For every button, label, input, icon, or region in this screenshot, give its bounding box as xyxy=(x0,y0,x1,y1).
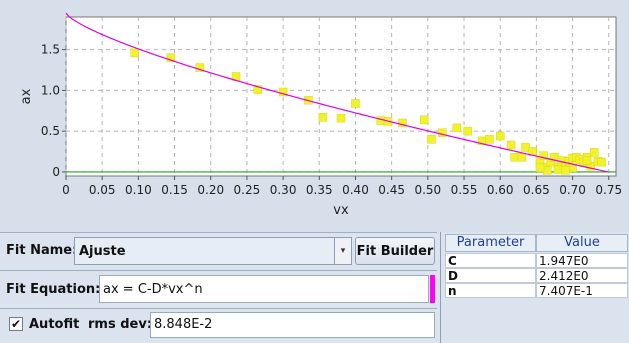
x-tick-label: 0.60 xyxy=(487,183,514,197)
scatter-chart[interactable]: 0 0.05 0.10 0.15 0.20 0.25 0.30 0.35 0.40 0.45 0.5… xyxy=(0,0,629,232)
data-point[interactable] xyxy=(427,135,436,144)
chevron-down-icon[interactable]: ▾ xyxy=(334,238,351,264)
parameter-column-header[interactable]: Parameter xyxy=(445,234,536,252)
y-tick-label: 1.0 xyxy=(41,83,60,97)
x-tick-label: 0.30 xyxy=(270,183,297,197)
fit-name-dropdown[interactable]: Ajuste ▾ xyxy=(74,237,352,265)
fit-name-value: Ajuste xyxy=(79,244,126,259)
data-point[interactable] xyxy=(543,166,552,175)
x-tick-label: 0.70 xyxy=(559,183,586,197)
rms-dev-field: 8.848E-2 xyxy=(150,312,435,338)
x-tick-label: 0.10 xyxy=(125,183,152,197)
param-name-cell[interactable]: n xyxy=(445,283,536,298)
param-value-cell[interactable]: 2.412E0 xyxy=(536,268,628,283)
x-tick-label: 0.75 xyxy=(595,183,622,197)
data-point[interactable] xyxy=(318,113,328,122)
x-tick-label: 0.40 xyxy=(342,183,369,197)
data-point[interactable] xyxy=(130,48,139,58)
autofit-checkbox[interactable]: ✔ xyxy=(9,317,23,331)
fit-panel: Fit Name: Ajuste ▾ Fit Builder Fit Equat… xyxy=(0,232,629,343)
y-tick-label: 0 xyxy=(52,165,60,179)
x-tick-label: 0 xyxy=(62,183,70,197)
data-point[interactable] xyxy=(561,166,570,175)
x-tick-label: 0.15 xyxy=(161,183,188,197)
x-tick-label: 0.35 xyxy=(306,183,333,197)
data-point[interactable] xyxy=(336,113,346,123)
param-value-cell[interactable]: 7.407E-1 xyxy=(536,283,628,298)
data-point[interactable] xyxy=(419,115,429,124)
x-tick-label: 0.20 xyxy=(197,183,224,197)
data-point[interactable] xyxy=(510,152,519,162)
fit-equation-value: ax = C-D*vx^n xyxy=(103,282,203,297)
y-axis-title: ax xyxy=(19,88,34,104)
data-point[interactable] xyxy=(535,163,545,173)
x-tick-label: 0.25 xyxy=(234,183,261,197)
x-tick-label: 0.05 xyxy=(89,183,116,197)
data-point[interactable] xyxy=(452,123,462,133)
data-point[interactable] xyxy=(521,143,530,152)
data-point[interactable] xyxy=(539,151,548,160)
autofit-row: ✔ Autofit rms dev: 8.848E-2 xyxy=(0,308,437,343)
param-name-cell[interactable]: D xyxy=(445,268,536,283)
plot-area[interactable]: 0 0.05 0.10 0.15 0.20 0.25 0.30 0.35 0.40 0.45 0.5… xyxy=(0,0,629,232)
data-point[interactable] xyxy=(463,126,472,136)
data-point[interactable] xyxy=(590,148,599,157)
data-point[interactable] xyxy=(597,157,606,167)
fit-equation-label: Fit Equation: xyxy=(6,282,101,297)
data-point[interactable] xyxy=(485,135,494,144)
fit-equation-field[interactable]: ax = C-D*vx^n xyxy=(99,275,429,303)
value-column-header[interactable]: Value xyxy=(536,234,628,252)
data-point[interactable] xyxy=(553,165,563,174)
data-point[interactable] xyxy=(495,131,505,141)
data-point[interactable] xyxy=(278,87,288,97)
y-tick-label: 0.5 xyxy=(41,124,60,138)
autofit-label: Autofit xyxy=(29,317,80,332)
x-tick-label: 0.55 xyxy=(451,183,478,197)
y-tick-label: 1.5 xyxy=(41,43,60,57)
data-point[interactable] xyxy=(166,53,176,63)
fit-name-label: Fit Name: xyxy=(6,243,78,258)
data-point[interactable] xyxy=(398,118,407,128)
param-name-cell[interactable]: C xyxy=(445,253,536,268)
x-axis-title: vx xyxy=(333,203,349,218)
x-tick-label: 0.65 xyxy=(523,183,550,197)
fit-equation-row: Fit Equation: ax = C-D*vx^n xyxy=(0,270,437,308)
fit-curve xyxy=(65,12,609,173)
data-point[interactable] xyxy=(351,99,360,108)
rms-dev-value: 8.848E-2 xyxy=(154,317,213,332)
parameter-table[interactable]: Parameter Value C 1.947E0 D 2.412E0 n 7.… xyxy=(440,232,629,343)
x-tick-label: 0.50 xyxy=(414,183,441,197)
data-point[interactable] xyxy=(506,140,516,150)
x-tick-label: 0.45 xyxy=(378,183,405,197)
data-point[interactable] xyxy=(582,156,592,165)
fit-name-row: Fit Name: Ajuste ▾ Fit Builder xyxy=(0,232,437,270)
data-point[interactable] xyxy=(253,85,263,94)
fit-color-swatch[interactable] xyxy=(430,275,435,303)
rms-dev-label: rms dev: xyxy=(88,317,153,332)
data-point[interactable] xyxy=(517,152,527,162)
data-point[interactable] xyxy=(195,63,205,72)
param-value-cell[interactable]: 1.947E0 xyxy=(536,253,628,268)
fit-builder-button[interactable]: Fit Builder xyxy=(355,237,435,265)
